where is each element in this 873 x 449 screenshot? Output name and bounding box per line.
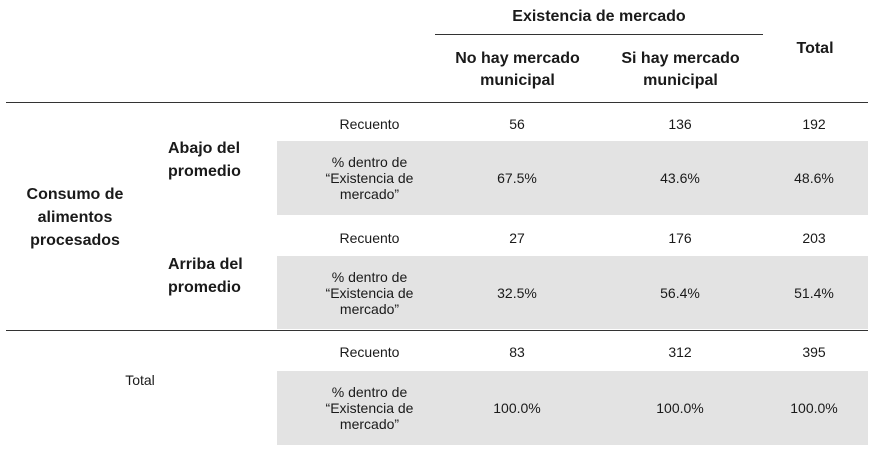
row-group-label: Consumo de alimentos procesados — [26, 186, 124, 249]
cell-value: 176 — [668, 230, 692, 246]
shaded-row — [277, 371, 868, 445]
col-header-si-mercado: Si hay mercado municipal — [621, 50, 740, 89]
row-label-arriba: Arriba del promedio — [168, 256, 243, 296]
col-header-total: Total — [796, 40, 834, 57]
cell-value: 100.0% — [493, 400, 541, 416]
cell-value: 56.4% — [660, 284, 700, 301]
cell-value: 51.4% — [794, 284, 834, 301]
cell-value: 100.0% — [790, 400, 838, 416]
recuento-label: Recuento — [339, 116, 400, 132]
pct-label: % dentro de “Existencia de mercado” — [277, 141, 462, 215]
pct-label-text: % dentro de “Existencia de mercado” — [325, 154, 414, 202]
cell-value: 67.5% — [497, 170, 537, 186]
pct-label: % dentro de “Existencia de mercado” — [277, 371, 462, 445]
recuento-label: Recuento — [339, 230, 400, 246]
group-header-existencia: Existencia de mercado — [512, 8, 686, 25]
cell-value: 192 — [802, 116, 826, 132]
cell-value: 48.6% — [794, 170, 834, 186]
shaded-row — [277, 256, 868, 329]
cell-value: 27 — [509, 230, 525, 246]
cell-value: 136 — [668, 116, 692, 132]
pct-label: % dentro de “Existencia de mercado” — [277, 256, 462, 329]
shaded-row — [277, 141, 868, 215]
cell-value: 83 — [509, 344, 525, 360]
cell-value: 32.5% — [497, 284, 537, 301]
total-divider — [6, 330, 868, 331]
pct-label-text: % dentro de “Existencia de mercado” — [325, 268, 414, 317]
cell-value: 43.6% — [660, 170, 700, 186]
cell-value: 56 — [509, 116, 525, 132]
pct-label-text: % dentro de “Existencia de mercado” — [325, 384, 414, 432]
total-row-label: Total — [125, 372, 155, 388]
cell-value: 395 — [802, 344, 826, 360]
cell-value: 312 — [668, 344, 692, 360]
group-header-underline — [435, 34, 763, 35]
header-divider — [6, 102, 868, 103]
row-label-abajo: Abajo del promedio — [168, 140, 241, 180]
cell-value: 203 — [802, 230, 826, 246]
cell-value: 100.0% — [656, 400, 704, 416]
col-header-no-mercado: No hay mercado municipal — [455, 50, 580, 89]
recuento-label: Recuento — [339, 344, 400, 360]
